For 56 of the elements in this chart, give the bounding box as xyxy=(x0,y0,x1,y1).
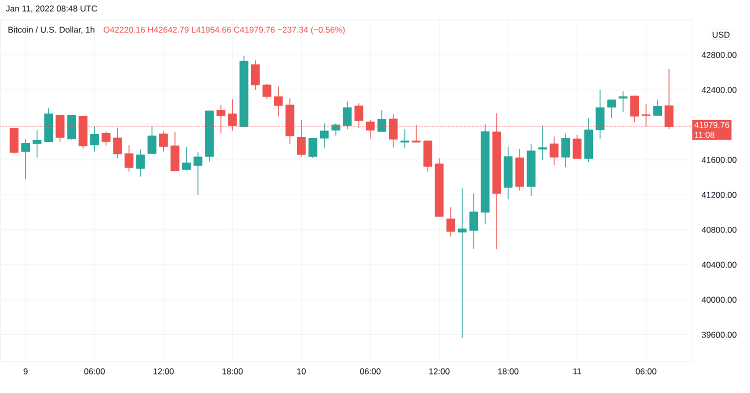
x-tick-label: 11 xyxy=(573,368,582,374)
candlestick xyxy=(102,130,110,146)
x-tick-label: 06:00 xyxy=(636,368,656,374)
x-tick-label: 18:00 xyxy=(498,368,518,374)
candlestick xyxy=(136,148,145,178)
x-tick-label: 10 xyxy=(297,368,306,374)
x-tick-label: 12:00 xyxy=(154,368,174,374)
candlestick xyxy=(458,188,467,339)
y-tick-label: 41600.00 xyxy=(702,156,736,163)
candlestick xyxy=(274,86,283,118)
candlestick xyxy=(159,131,168,152)
text: O42220.16 H42642.79 L41954.66 C41979.76 −237.34 (−0.56%) xyxy=(104,26,345,34)
candlestick xyxy=(194,152,202,196)
candlestick xyxy=(308,138,318,159)
candlestick xyxy=(538,125,548,161)
candlestick xyxy=(377,110,386,132)
y-tick-label: 42400.00 xyxy=(702,87,736,93)
y-tick-label: 42800.00 xyxy=(702,52,736,58)
y-tick-label: 39600.00 xyxy=(702,332,736,338)
candlestick xyxy=(400,128,410,149)
y-tick-label: 41200.00 xyxy=(702,192,736,198)
candlestick xyxy=(446,206,456,238)
x-tick-label: 9 xyxy=(24,368,28,374)
candlestick xyxy=(67,114,76,140)
candlestick xyxy=(32,130,42,158)
x-tick-label: 06:00 xyxy=(360,368,381,374)
candlestick xyxy=(653,100,662,116)
y-axis-title: USD xyxy=(712,32,730,38)
candlestick xyxy=(596,90,604,140)
candlestick xyxy=(342,101,352,130)
y-tick-label: 40400.00 xyxy=(702,262,736,268)
candlestick xyxy=(21,138,30,180)
candlestick xyxy=(550,136,559,166)
candlestick xyxy=(124,144,134,172)
text: Bitcoin / U.S. Dollar, 1h xyxy=(8,26,94,34)
candlestick xyxy=(320,122,329,149)
text: Jan 11, 2022 08:48 UTC xyxy=(6,6,98,13)
candlestick xyxy=(618,90,628,113)
ref-line-label: 41979.76 xyxy=(694,122,730,128)
candlestick xyxy=(262,83,272,100)
candlestick xyxy=(90,126,99,152)
candlestick xyxy=(572,134,582,160)
candlestick xyxy=(148,126,156,154)
candlestick xyxy=(630,96,639,123)
x-tick-label: 06:00 xyxy=(84,368,105,374)
text: 11:08 xyxy=(694,132,714,138)
candlestick xyxy=(182,146,191,172)
candlestick xyxy=(469,193,478,250)
candlestick xyxy=(561,133,570,168)
x-tick-label: 12:00 xyxy=(429,368,450,374)
candlestick xyxy=(251,60,260,90)
candlestick xyxy=(331,122,340,136)
y-tick-label: 40800.00 xyxy=(702,226,736,233)
candlestick xyxy=(607,100,616,118)
x-tick-label: 18:00 xyxy=(222,368,243,374)
y-tick-label: 40000.00 xyxy=(702,296,736,303)
